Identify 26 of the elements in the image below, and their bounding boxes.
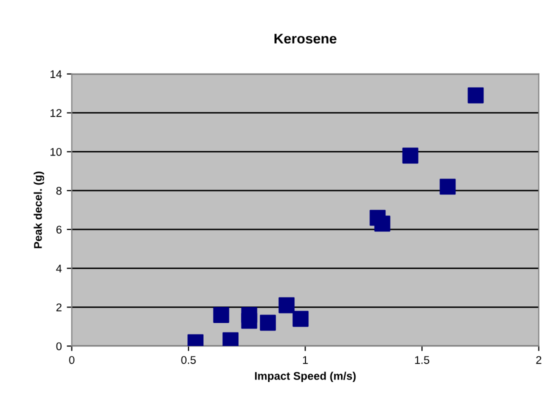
chart-title: Kerosene [274, 34, 336, 44]
y-tick-label: 12 [50, 109, 62, 117]
point [213, 306, 230, 323]
y-tick-label: 4 [56, 264, 62, 272]
point [374, 216, 390, 232]
point [260, 314, 276, 331]
point [241, 312, 258, 329]
y-tick-label: 2 [56, 303, 62, 312]
point [468, 87, 484, 104]
x-tick-label: 2 [536, 356, 542, 364]
y-tick-label: 6 [56, 226, 62, 234]
point [402, 148, 418, 164]
y-tick-label: 14 [50, 70, 62, 78]
point [292, 310, 309, 327]
x-tick-label: 1.5 [415, 356, 430, 364]
point [222, 332, 239, 346]
x-axis-title: Impact Speed (m/s) [255, 372, 356, 382]
y-tick-label: 10 [50, 148, 62, 156]
y-tick-label: 0 [56, 342, 62, 350]
y-axis-title: Peak decel. (g) [34, 172, 44, 248]
x-tick-label: 1 [303, 356, 308, 364]
x-tick-label: 0.5 [181, 356, 196, 364]
x-tick-label: 0 [69, 356, 74, 364]
point [278, 297, 295, 314]
y-tick-label: 8 [56, 186, 62, 195]
point [440, 178, 456, 195]
